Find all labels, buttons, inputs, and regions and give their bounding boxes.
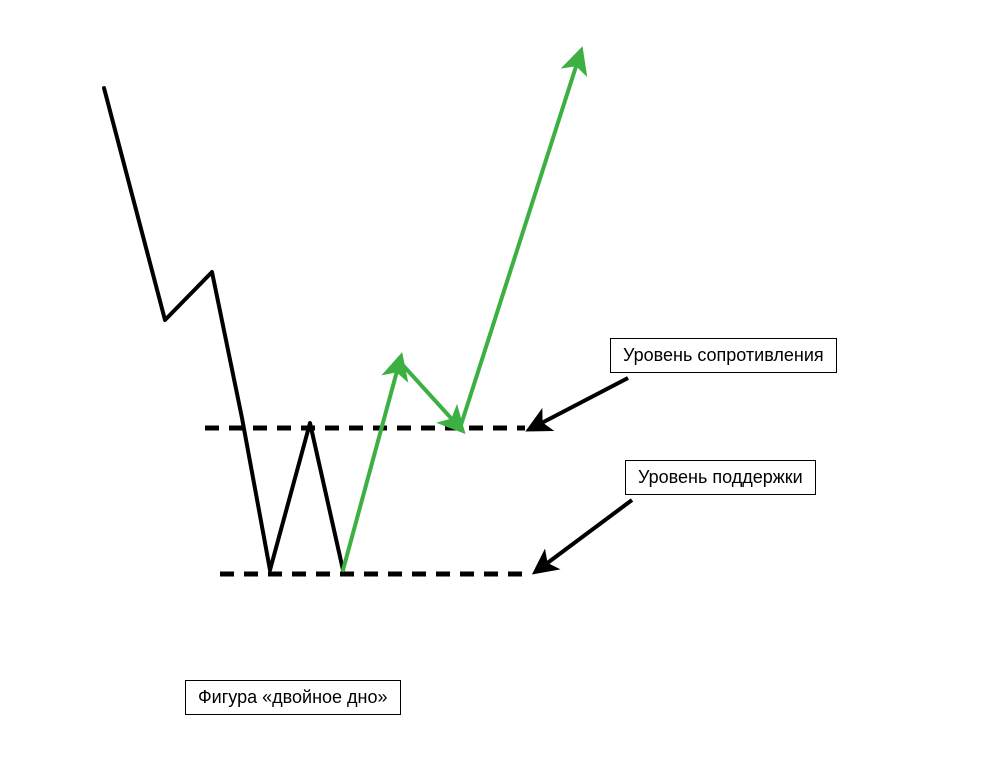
double-bottom-diagram: Уровень сопротивления Уровень поддержки …	[0, 0, 1000, 762]
price-path-black	[104, 88, 343, 570]
resistance-label-text: Уровень сопротивления	[623, 345, 824, 365]
support-label-text: Уровень поддержки	[638, 467, 803, 487]
green-segment-3	[460, 54, 580, 428]
green-segment-1	[343, 360, 400, 570]
resistance-label: Уровень сопротивления	[610, 338, 837, 373]
green-segment-2	[400, 362, 460, 428]
caption-label-text: Фигура «двойное дно»	[198, 687, 388, 707]
resistance-pointer-arrow	[532, 378, 628, 428]
caption-label: Фигура «двойное дно»	[185, 680, 401, 715]
support-pointer-arrow	[538, 500, 632, 570]
chart-svg	[0, 0, 1000, 762]
support-label: Уровень поддержки	[625, 460, 816, 495]
